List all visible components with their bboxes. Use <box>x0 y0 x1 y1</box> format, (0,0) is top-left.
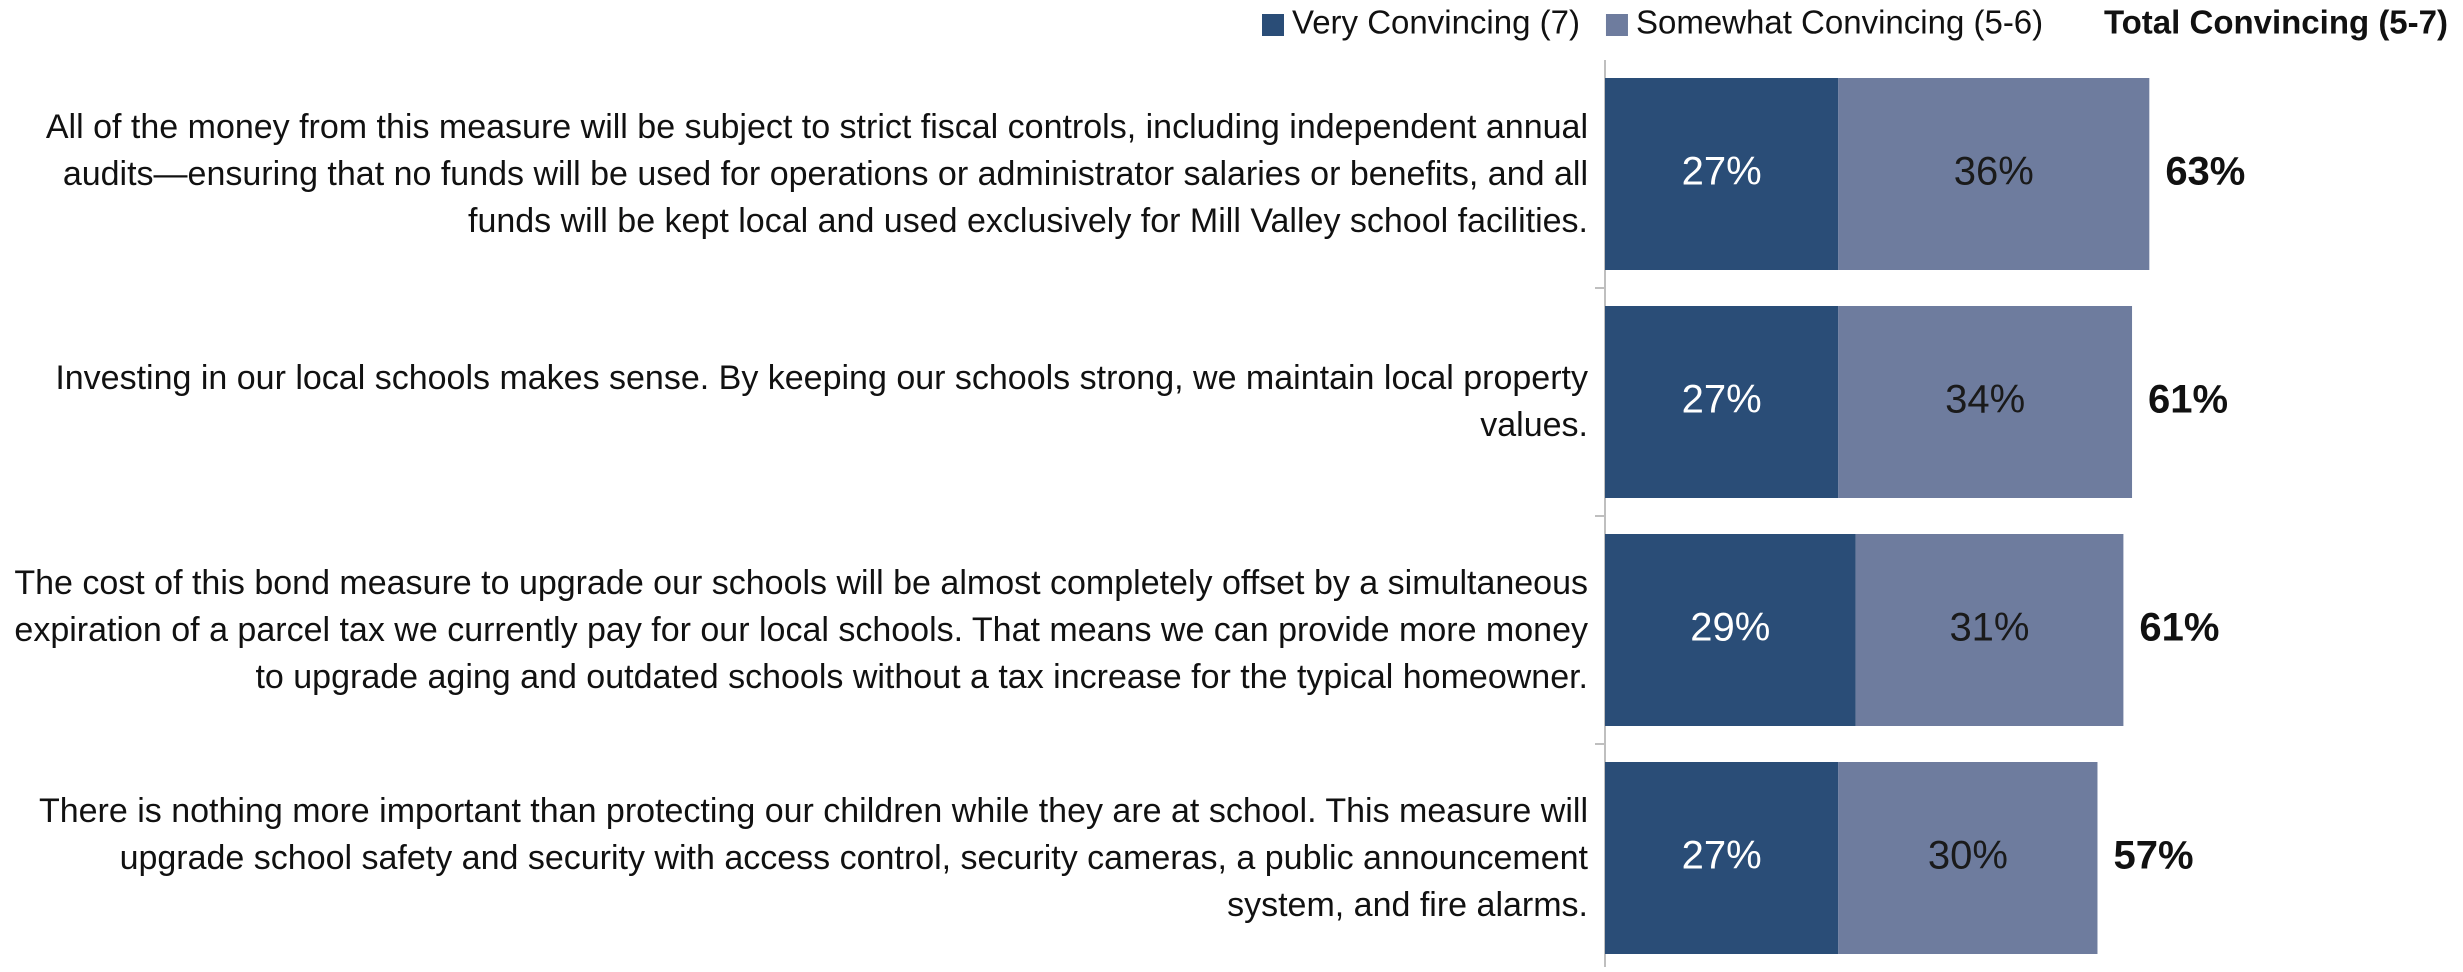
category-text: Investing in our local schools makes sen… <box>55 359 1588 444</box>
bar-segment <box>1605 534 1856 726</box>
value-label: 36% <box>1954 150 2034 194</box>
category-label: There is nothing more important than pro… <box>6 744 1588 972</box>
legend-swatch <box>1262 14 1284 36</box>
total-label: 61% <box>2148 378 2228 422</box>
category-text: All of the money from this measure will … <box>45 107 1588 240</box>
bar-segment <box>1605 306 1839 498</box>
value-label: 30% <box>1928 834 2008 878</box>
legend-total: Total Convincing (5-7) <box>2104 4 2448 41</box>
total-label: 61% <box>2139 606 2219 650</box>
category-text: The cost of this bond measure to upgrade… <box>14 563 1588 696</box>
bar-segment <box>1605 762 1839 954</box>
bar-segment <box>1838 78 2150 270</box>
bar-segment <box>1838 762 2098 954</box>
value-label: 34% <box>1945 378 2025 422</box>
legend-swatch <box>1605 14 1628 36</box>
category-label: Investing in our local schools makes sen… <box>6 288 1588 516</box>
value-label: 27% <box>1682 834 1762 878</box>
bar-segment <box>1838 306 2133 498</box>
category-label: The cost of this bond measure to upgrade… <box>6 516 1588 744</box>
value-label: 27% <box>1682 150 1762 194</box>
bar-segment <box>1605 78 1839 270</box>
category-text: There is nothing more important than pro… <box>38 791 1588 924</box>
value-label: 31% <box>1949 606 2029 650</box>
legend-label: Somewhat Convincing (5-6) <box>1636 4 2043 41</box>
value-label: 29% <box>1690 606 1770 650</box>
value-label: 27% <box>1682 378 1762 422</box>
bar-segment <box>1855 534 2124 726</box>
category-label: All of the money from this measure will … <box>6 60 1588 288</box>
total-label: 63% <box>2165 150 2245 194</box>
legend-label: Very Convincing (7) <box>1292 4 1580 41</box>
total-label: 57% <box>2113 834 2193 878</box>
